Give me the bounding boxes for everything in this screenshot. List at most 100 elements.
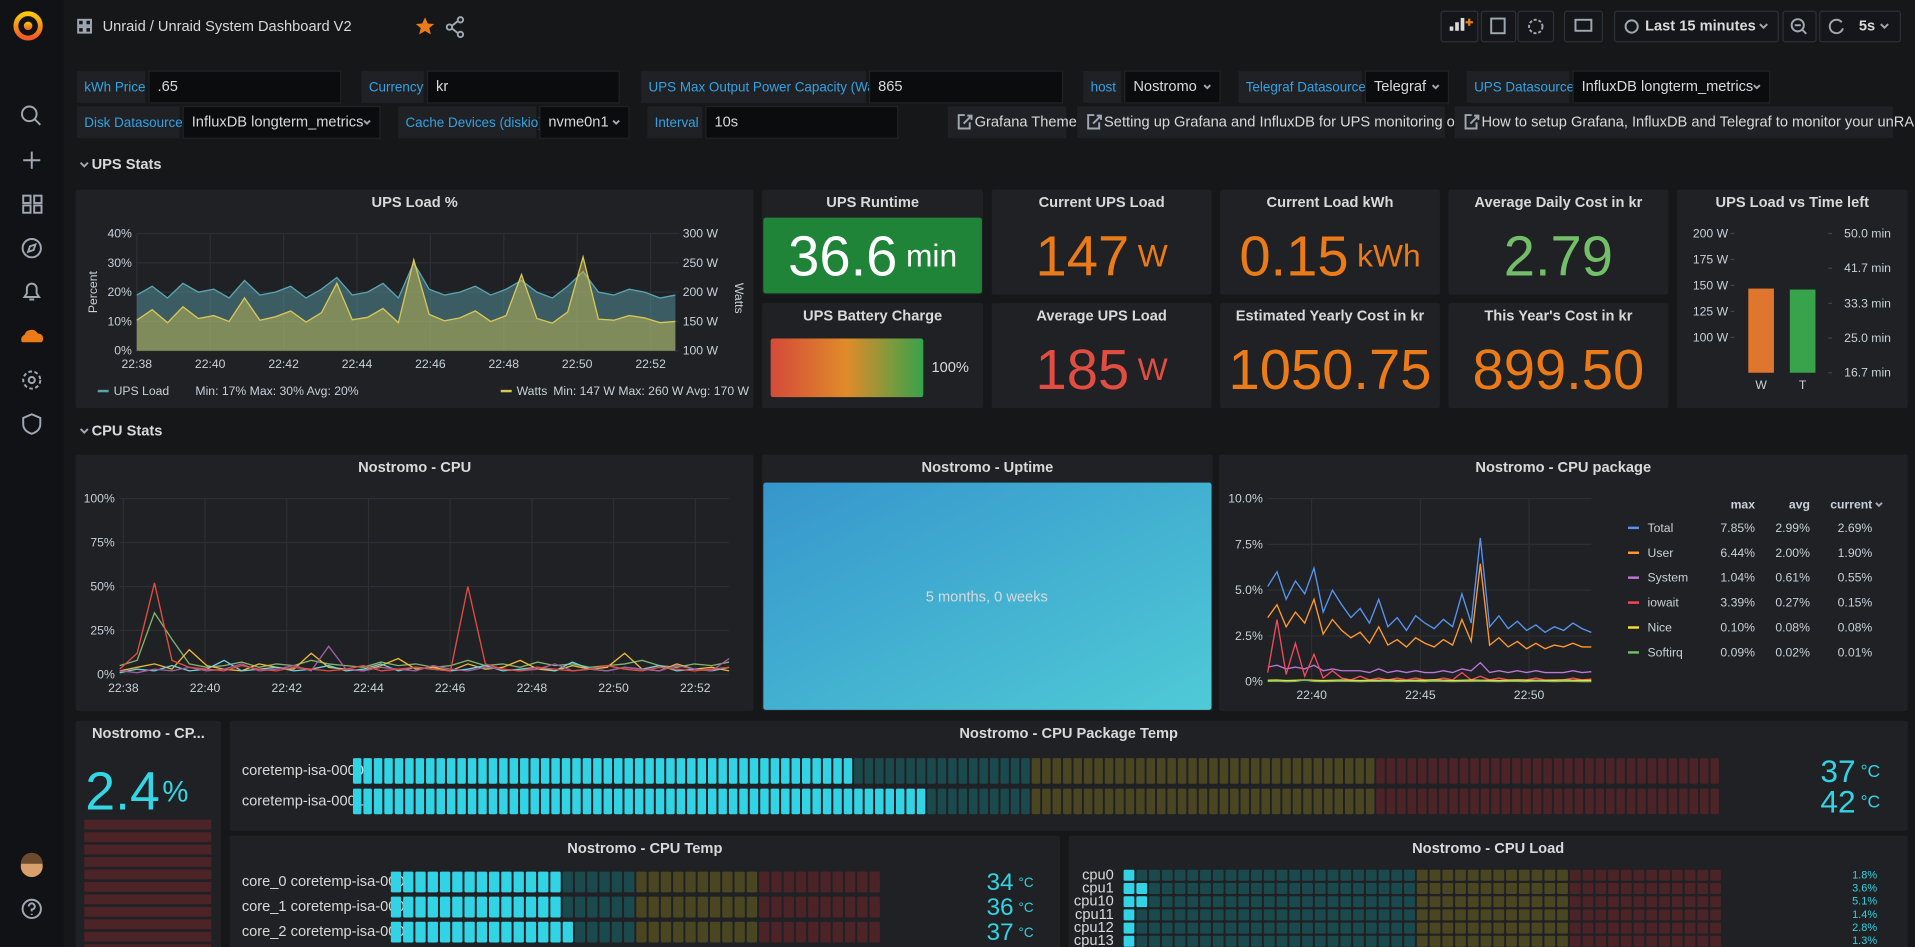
user-avatar[interactable] bbox=[20, 852, 43, 878]
gauge-cell bbox=[603, 788, 613, 815]
tv-mode-button[interactable] bbox=[1563, 10, 1603, 43]
gauge-cell bbox=[1251, 922, 1262, 934]
legend-item[interactable]: Softirq 0.09% 0.02% 0.01% bbox=[1627, 645, 1872, 659]
gauge-cell bbox=[770, 758, 780, 784]
gauge-cell bbox=[1710, 883, 1721, 894]
gauge-cell bbox=[1710, 896, 1721, 908]
variable-input[interactable]: kr bbox=[426, 70, 620, 104]
variable-value[interactable]: Nostromo bbox=[1133, 79, 1196, 95]
link-text[interactable]: Grafana Themes bbox=[975, 114, 1085, 130]
share-icon[interactable] bbox=[445, 16, 465, 39]
legend-item[interactable]: Nice 0.10% 0.08% 0.08% bbox=[1627, 621, 1872, 635]
gauge-cell bbox=[1174, 883, 1186, 894]
legend-header[interactable]: current bbox=[1830, 498, 1872, 512]
row-header[interactable]: CPU Stats bbox=[79, 423, 163, 439]
legend-value: 0.27% bbox=[1775, 596, 1810, 610]
variable-input[interactable]: Telegraf bbox=[1364, 70, 1450, 104]
variable-input[interactable]: Nostromo bbox=[1124, 70, 1221, 104]
legend-item[interactable]: Watts Min: 147 W Max: 260 W Avg: 170 W bbox=[500, 384, 750, 398]
legend-name[interactable]: Softirq bbox=[1648, 645, 1683, 659]
x-tick-label: 22:50 bbox=[562, 357, 593, 371]
refresh-picker[interactable]: 5s bbox=[1819, 10, 1901, 43]
stat-value: 36.6 min bbox=[788, 224, 957, 287]
legend-item[interactable]: Total 7.85% 2.99% 2.69% bbox=[1627, 521, 1872, 535]
legend-name[interactable]: System bbox=[1648, 571, 1689, 585]
gauge-cell bbox=[1689, 788, 1699, 815]
dashboard-grid-icon[interactable] bbox=[77, 18, 92, 34]
variable-input[interactable]: 865 bbox=[868, 70, 1064, 104]
row-title[interactable]: UPS Stats bbox=[92, 157, 162, 173]
variable-value[interactable]: nvme0n1 bbox=[548, 114, 608, 130]
create-icon[interactable] bbox=[23, 151, 41, 169]
variable-value[interactable]: .65 bbox=[158, 79, 178, 95]
panel-title: Current Load kWh bbox=[1267, 195, 1394, 211]
legend-header[interactable]: avg bbox=[1789, 498, 1810, 512]
legend-name[interactable]: Nice bbox=[1648, 621, 1673, 635]
gauge-cell bbox=[1188, 758, 1197, 784]
refresh-interval[interactable]: 5s bbox=[1859, 19, 1875, 35]
link-text[interactable]: How to setup Grafana, InfluxDB and Teleg… bbox=[1481, 114, 1915, 130]
y2-tick-label: 41.7 min bbox=[1844, 261, 1891, 275]
gauge-cell bbox=[436, 758, 445, 784]
gauge-value: 36 °C bbox=[986, 894, 1033, 921]
dashboard-link[interactable]: How to setup Grafana, InfluxDB and Teleg… bbox=[1454, 106, 1915, 139]
legend-name[interactable]: User bbox=[1648, 546, 1674, 560]
gauge-cell bbox=[1115, 758, 1124, 784]
legend-name[interactable]: UPS Load bbox=[114, 384, 170, 398]
gauge-cell bbox=[1416, 909, 1428, 921]
legend-name[interactable]: Watts bbox=[517, 384, 548, 398]
legend-item[interactable]: UPS Load Min: 17% Max: 30% Avg: 20% bbox=[97, 384, 359, 398]
variable-input[interactable]: .65 bbox=[148, 70, 342, 104]
save-button[interactable] bbox=[1480, 10, 1517, 43]
variable-input[interactable]: 10s bbox=[705, 105, 899, 139]
variable-value[interactable]: kr bbox=[436, 79, 448, 95]
time-picker[interactable]: Last 15 minutes bbox=[1613, 10, 1779, 43]
variable-value[interactable]: 10s bbox=[714, 114, 738, 130]
icon-part bbox=[21, 238, 42, 259]
help-icon[interactable] bbox=[21, 898, 42, 920]
row-title[interactable]: CPU Stats bbox=[92, 423, 163, 439]
legend-item[interactable]: iowait 3.39% 0.27% 0.15% bbox=[1627, 596, 1872, 610]
variable-value[interactable]: InfluxDB longterm_metrics bbox=[192, 114, 364, 130]
gauge-cell bbox=[1633, 935, 1645, 947]
gauge-cell bbox=[795, 871, 807, 893]
legend-item[interactable]: User 6.44% 2.00% 1.90% bbox=[1627, 546, 1872, 560]
settings-button[interactable] bbox=[1517, 10, 1555, 43]
dashboard-link[interactable]: Setting up Grafana and InfluxDB for UPS … bbox=[1077, 106, 1518, 139]
gauge-cell bbox=[446, 788, 456, 815]
icon-part bbox=[1574, 18, 1593, 32]
breadcrumb[interactable]: Unraid / Unraid System Dashboard V2 bbox=[103, 19, 352, 35]
gauge-cell bbox=[1391, 909, 1403, 921]
dashboards-icon[interactable] bbox=[22, 194, 43, 214]
gauge-cell bbox=[1042, 788, 1051, 815]
variable-input[interactable]: InfluxDB longterm_metrics bbox=[1572, 70, 1771, 104]
variable-input[interactable]: InfluxDB longterm_metrics bbox=[182, 105, 381, 139]
alerting-icon[interactable] bbox=[22, 282, 41, 301]
legend-item[interactable]: System 1.04% 0.61% 0.55% bbox=[1627, 571, 1872, 585]
settings-icon[interactable] bbox=[22, 370, 42, 390]
icon-part bbox=[33, 204, 43, 214]
legend-header[interactable]: max bbox=[1731, 498, 1756, 512]
variable-value[interactable]: InfluxDB longterm_metrics bbox=[1582, 79, 1754, 95]
zoom-out-button[interactable] bbox=[1782, 10, 1817, 43]
variable-value[interactable]: 865 bbox=[878, 79, 902, 95]
panel-title: UPS Runtime bbox=[826, 195, 919, 211]
variable-label-box bbox=[641, 71, 866, 103]
variable-input[interactable]: nvme0n1 bbox=[539, 105, 630, 139]
admin-icon[interactable] bbox=[22, 413, 42, 435]
add-panel-button[interactable] bbox=[1440, 10, 1479, 43]
grafana-logo[interactable] bbox=[13, 11, 43, 41]
variable-value[interactable]: Telegraf bbox=[1374, 79, 1427, 95]
star-icon[interactable] bbox=[415, 17, 435, 35]
legend-name[interactable]: Total bbox=[1648, 521, 1674, 535]
search-icon[interactable] bbox=[21, 105, 41, 126]
row-header[interactable]: UPS Stats bbox=[79, 157, 162, 173]
gauge-cell bbox=[1340, 935, 1352, 947]
explore-icon[interactable] bbox=[21, 238, 42, 259]
dashboard-link[interactable]: Grafana Themes bbox=[947, 106, 1085, 139]
cloud-icon[interactable] bbox=[21, 329, 44, 343]
x-tick-label: 22:50 bbox=[1514, 688, 1545, 702]
legend-name[interactable]: iowait bbox=[1648, 596, 1680, 610]
time-range[interactable]: Last 15 minutes bbox=[1645, 19, 1756, 35]
link-text[interactable]: Setting up Grafana and InfluxDB for UPS … bbox=[1104, 114, 1518, 130]
